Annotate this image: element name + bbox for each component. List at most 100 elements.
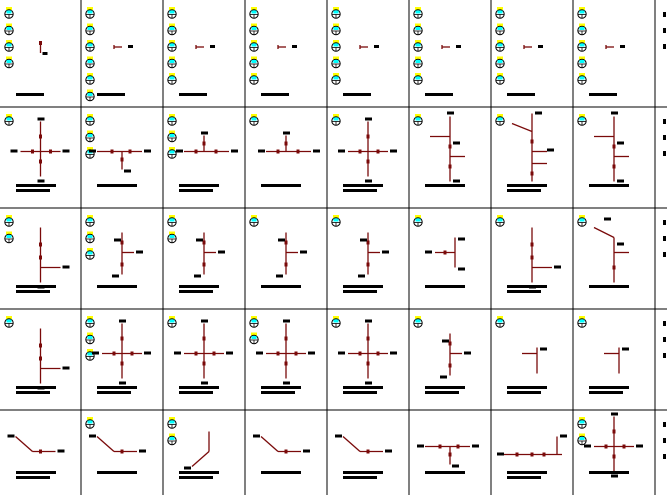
pipe-tag (365, 179, 372, 183)
drawing-cell[interactable] (167, 417, 219, 479)
globe-symbol-icon (413, 73, 423, 85)
fitting-mark (202, 240, 206, 245)
pipe-tag (201, 131, 208, 135)
drawing-cell[interactable] (85, 114, 151, 187)
drawing-cell[interactable] (249, 215, 307, 288)
globe-symbol-icon (167, 215, 177, 227)
drawing-cell[interactable] (331, 316, 397, 394)
globe-symbol-icon (249, 23, 259, 36)
globe-symbol-icon (331, 215, 341, 227)
drawing-cell[interactable] (167, 7, 215, 96)
drawing-cell[interactable] (577, 412, 643, 478)
cell-caption (343, 471, 383, 479)
drawing-cell[interactable] (249, 316, 315, 394)
drawing-cell[interactable] (335, 434, 392, 480)
drawing-cell[interactable] (85, 215, 143, 288)
pipe-tag (276, 274, 283, 278)
globe-symbol-icon (577, 23, 587, 36)
cell-caption (16, 386, 56, 394)
drawing-cell[interactable] (85, 7, 133, 102)
drawing-cell[interactable] (413, 111, 465, 188)
drawing-cell[interactable] (417, 444, 479, 475)
drawing-cell[interactable] (577, 215, 629, 288)
drawing-cell[interactable] (85, 316, 151, 394)
fitting-mark (202, 336, 206, 341)
pipe-tag (472, 444, 479, 448)
drawing-cell[interactable] (413, 316, 471, 394)
globe-symbol-icon (167, 231, 177, 244)
globe-symbol-icon (167, 7, 177, 19)
drawing-cell[interactable] (4, 7, 48, 96)
globe-symbol-icon (85, 23, 95, 36)
fitting-mark (612, 265, 616, 270)
drawing-cell[interactable] (413, 215, 465, 288)
drawing-cell[interactable] (167, 215, 225, 293)
globe-symbol-icon (577, 417, 587, 429)
pipe-tag (119, 381, 126, 385)
fitting-mark (120, 157, 124, 162)
globe-symbol-icon (413, 23, 423, 36)
fitting-mark (443, 250, 447, 255)
drawing-cell[interactable] (413, 7, 461, 96)
pipe-tag (136, 250, 143, 254)
pipe-tag (390, 351, 397, 355)
globe-symbol-icon (249, 114, 259, 126)
drawing-cell[interactable] (577, 111, 629, 188)
globe-symbol-icon (167, 73, 177, 85)
drawing-cell[interactable] (4, 215, 70, 293)
fitting-mark (612, 454, 616, 459)
drawing-cell[interactable] (577, 316, 629, 394)
globe-symbol-icon (85, 130, 95, 143)
drawing-cell[interactable] (495, 111, 554, 193)
cell-caption (343, 285, 383, 293)
cell-caption (343, 93, 371, 96)
drawing-cell[interactable] (577, 7, 625, 96)
drawing-cell[interactable] (495, 7, 543, 96)
pipe-segment (342, 436, 361, 452)
partial-column-mark (663, 353, 666, 358)
globe-symbol-icon (4, 231, 14, 244)
partial-column-mark (663, 438, 666, 443)
drawing-cell[interactable] (495, 316, 547, 394)
fitting-mark (376, 149, 380, 154)
globe-symbol-icon (495, 215, 505, 227)
drawing-cell[interactable] (331, 114, 397, 192)
cell-caption (97, 386, 137, 394)
drawing-cell[interactable] (331, 215, 389, 293)
globe-symbol-icon (4, 114, 14, 126)
drawing-cell[interactable] (497, 434, 567, 480)
globe-symbol-icon (413, 40, 423, 52)
drawing-cell[interactable] (167, 114, 238, 192)
drawing-cell[interactable] (4, 114, 70, 192)
drawing-cell[interactable] (7, 434, 65, 480)
globe-symbol-icon (85, 114, 95, 126)
drawing-cell[interactable] (85, 417, 146, 474)
fitting-mark (39, 255, 42, 260)
drawing-cell[interactable] (331, 7, 379, 96)
drawing-cell[interactable] (253, 434, 310, 475)
pipe-tag (547, 148, 554, 152)
drawing-cell[interactable] (249, 114, 320, 187)
drawing-cell[interactable] (495, 215, 561, 293)
pipe-tag (365, 381, 372, 385)
cell-caption (589, 93, 617, 96)
cell-caption (179, 386, 219, 394)
pipe-tag (554, 265, 561, 269)
cell-caption (97, 471, 137, 474)
cell-caption (343, 386, 383, 394)
fitting-mark (194, 149, 198, 154)
pipe-tag (210, 45, 215, 48)
pipe-tag (425, 250, 432, 254)
cell-caption (16, 184, 56, 192)
drawing-cell[interactable] (4, 316, 70, 394)
drawing-cell[interactable] (167, 316, 233, 394)
drawing-cell[interactable] (249, 7, 297, 96)
pipe-segment (15, 436, 33, 452)
pipe-tag (447, 111, 454, 115)
fitting-mark (194, 351, 198, 356)
fitting-mark (366, 262, 370, 267)
fitting-mark (276, 149, 280, 154)
fitting-mark (448, 452, 452, 457)
cell-caption (97, 285, 137, 288)
